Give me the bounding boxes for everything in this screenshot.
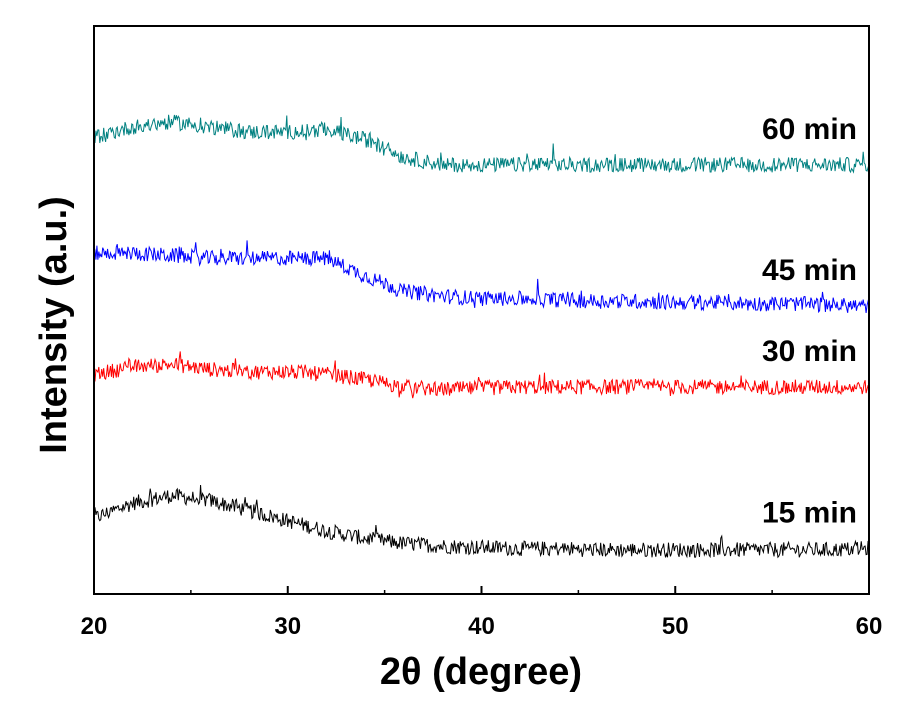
- y-axis-title: Intensity (a.u.): [33, 196, 75, 454]
- x-tick-label: 60: [856, 613, 883, 640]
- series-line-45-min: [93, 240, 870, 314]
- plot-area: [93, 114, 870, 559]
- x-axis-tick-labels: 20 30 40 50 60: [81, 613, 883, 640]
- series-label-60-min: 60 min: [762, 113, 857, 146]
- x-tick-label: 20: [81, 613, 108, 640]
- x-axis-ticks: [93, 586, 870, 594]
- series-label-30-min: 30 min: [762, 335, 857, 368]
- x-tick-label: 40: [468, 613, 495, 640]
- x-tick-label: 30: [274, 613, 301, 640]
- x-axis-title: 2θ (degree): [380, 651, 582, 693]
- series-labels: 15 min 30 min 45 min 60 min: [762, 113, 857, 530]
- series-line-30-min: [93, 351, 870, 399]
- x-tick-label: 50: [662, 613, 689, 640]
- plot-frame: [93, 25, 870, 595]
- series-line-15-min: [93, 485, 870, 559]
- series-label-15-min: 15 min: [762, 497, 857, 530]
- series-label-45-min: 45 min: [762, 254, 857, 287]
- series-line-60-min: [93, 114, 870, 174]
